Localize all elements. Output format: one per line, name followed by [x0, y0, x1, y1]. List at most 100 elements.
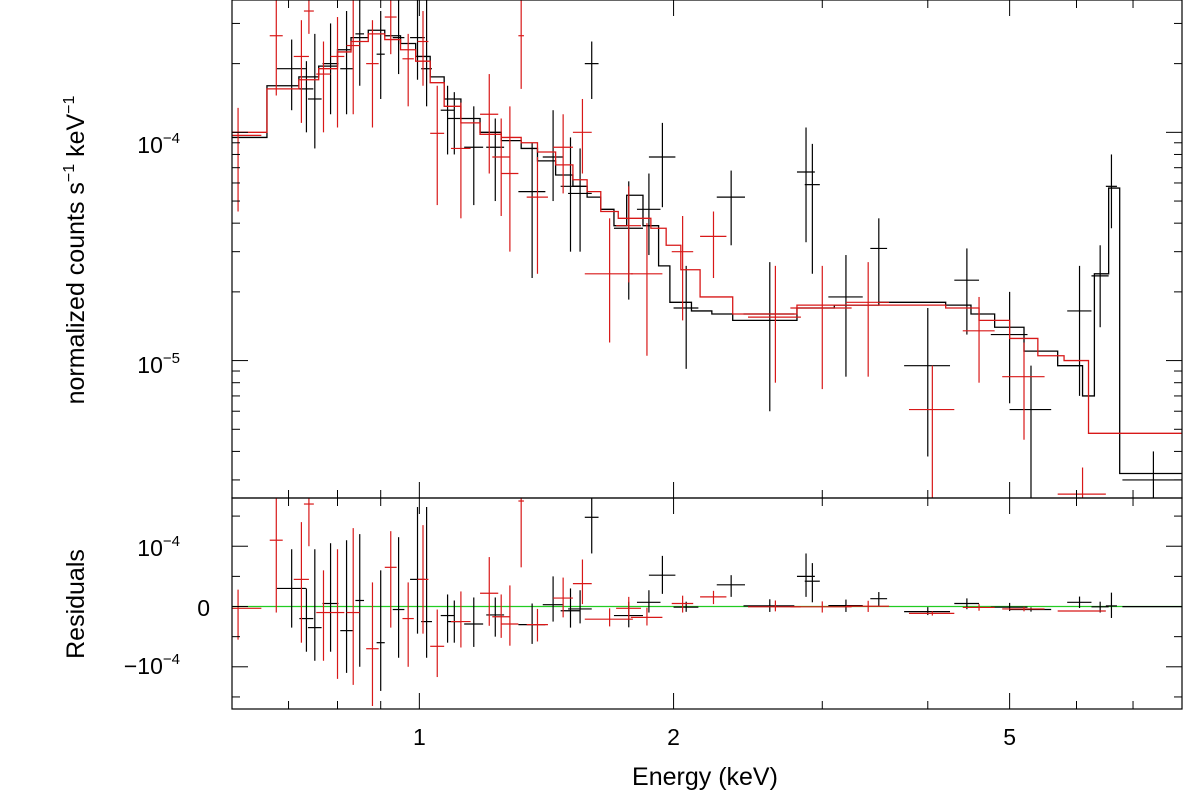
spectrum-marks	[232, 0, 1182, 498]
residual-point-red-12	[430, 609, 445, 678]
data-point-black-16	[542, 110, 564, 202]
residual-point-red-9	[384, 531, 397, 628]
data-point-red-14	[480, 74, 499, 174]
data-point-black-8	[392, 0, 405, 75]
data-point-black-11	[440, 85, 455, 155]
data-point-black-33	[1009, 365, 1052, 498]
data-point-red-23	[630, 223, 663, 356]
data-point-red-6	[330, 17, 345, 128]
residual-point-red-24	[671, 595, 694, 613]
residual-point-red-30	[962, 604, 995, 611]
residual-point-red-17	[518, 498, 524, 568]
data-point-red-13	[450, 102, 471, 219]
data-point-black-12	[447, 92, 461, 155]
svg-text:10−4: 10−4	[137, 130, 180, 158]
residual-point-black-25	[743, 599, 795, 612]
data-point-red-31	[1002, 342, 1045, 440]
residual-point-red-23	[630, 607, 663, 626]
residual-point-red-22	[616, 596, 641, 619]
residual-point-black-27	[804, 563, 820, 603]
data-point-red-25	[700, 211, 727, 279]
data-point-red-18	[526, 156, 548, 274]
residual-point-black-5	[340, 540, 353, 673]
data-point-red-19	[553, 114, 573, 194]
residual-point-black-21	[636, 590, 661, 613]
data-point-black-18	[568, 148, 592, 252]
residuals-ytick-label-2: 0	[197, 595, 210, 621]
residual-point-black-8	[392, 537, 405, 658]
data-point-black-15	[518, 142, 546, 279]
data-point-black-7	[376, 11, 385, 99]
data-point-black-31	[954, 248, 980, 335]
residual-point-black-11	[440, 594, 455, 643]
data-point-black-23	[673, 265, 699, 369]
data-point-red-16	[501, 106, 519, 252]
spectrum-y-axis-title: normalized counts s−1 keV−1	[61, 95, 90, 404]
svg-text:0: 0	[197, 595, 210, 621]
data-point-red-1	[232, 107, 262, 212]
residual-point-red-31	[1002, 606, 1045, 612]
data-point-black-29	[870, 218, 888, 303]
data-point-red-15	[492, 118, 510, 216]
data-point-black-22	[648, 122, 676, 208]
data-point-red-17	[518, 0, 524, 89]
data-point-red-10	[402, 33, 414, 107]
residual-point-red-28	[845, 600, 890, 612]
residual-point-red-7	[346, 528, 360, 685]
residual-point-red-27	[790, 601, 852, 613]
data-point-red-20	[572, 98, 592, 174]
residual-point-red-6	[330, 549, 345, 679]
residual-point-red-25	[700, 590, 727, 605]
data-point-black-17	[560, 137, 581, 252]
data-point-red-3	[293, 20, 309, 123]
residual-point-black-3	[307, 549, 322, 661]
residual-point-black-36	[1105, 592, 1117, 618]
svg-text:normalized counts s−1 keV−1: normalized counts s−1 keV−1	[61, 95, 90, 404]
residual-point-red-21	[584, 608, 633, 627]
residual-point-red-29	[908, 611, 955, 616]
data-point-red-29	[908, 365, 955, 498]
residuals-frame	[231, 497, 1183, 710]
data-point-black-27	[804, 143, 820, 274]
data-point-black-3	[307, 33, 322, 149]
residual-point-black-15	[518, 603, 546, 644]
residual-point-black-29	[870, 592, 888, 607]
data-point-red-4	[303, 0, 314, 34]
residual-point-black-24	[716, 575, 745, 597]
data-point-black-24	[716, 170, 745, 246]
residual-point-red-20	[572, 559, 592, 605]
data-point-red-28	[845, 262, 890, 377]
data-point-red-12	[430, 85, 445, 206]
residual-point-red-32	[1057, 610, 1106, 612]
data-point-black-34	[1067, 265, 1092, 396]
svg-text:10−4: 10−4	[137, 533, 180, 561]
residual-point-red-5	[316, 570, 331, 661]
residual-point-black-7	[376, 570, 385, 691]
data-point-red-22	[616, 186, 641, 283]
data-point-red-2	[269, 0, 283, 96]
data-point-black-6	[355, 0, 365, 86]
residuals-ytick-label-1: 10−4	[137, 533, 180, 561]
residuals-y-axis-title: Residuals	[62, 549, 90, 659]
residual-point-red-16	[501, 585, 519, 646]
residual-point-red-8	[366, 582, 379, 706]
data-point-black-5	[340, 11, 353, 115]
spectrum-ticks	[231, 0, 1183, 498]
svg-text:10−5: 10−5	[137, 350, 180, 378]
data-point-black-9	[410, 0, 425, 80]
x-axis-title: Energy (keV)	[632, 763, 778, 791]
residuals-marks	[232, 498, 1182, 706]
model-curve-black	[232, 29, 1182, 475]
data-point-red-30	[962, 296, 995, 383]
data-point-black-30	[904, 307, 951, 457]
residual-point-red-15	[492, 594, 510, 638]
residual-point-black-33	[1009, 607, 1052, 612]
residual-point-black-6	[355, 534, 365, 667]
residual-point-black-16	[542, 576, 564, 622]
data-point-red-8	[366, 20, 379, 128]
residual-point-red-1	[232, 589, 262, 640]
data-point-black-32	[990, 291, 1028, 404]
residual-point-red-18	[526, 608, 548, 642]
spectrum-ytick-label-1: 10−4	[137, 130, 180, 158]
